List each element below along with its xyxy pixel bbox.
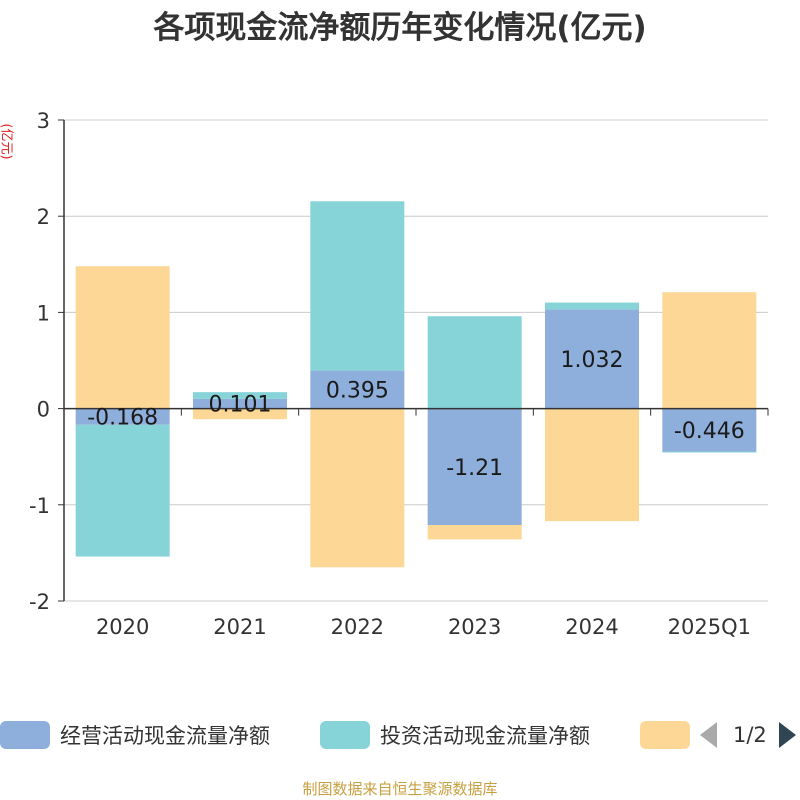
x-tick-label-2022: 2022 <box>331 615 384 639</box>
data-label-2025Q1: -0.446 <box>674 419 745 444</box>
bar-s2-2024 <box>545 408 639 522</box>
y-tick-label: -2 <box>29 590 50 614</box>
data-label-2024: 1.032 <box>561 348 624 373</box>
legend-prev-page-icon[interactable] <box>700 722 717 748</box>
legend-item-financing[interactable] <box>640 715 690 755</box>
x-tick-label-2021: 2021 <box>213 615 266 639</box>
legend-label-investing: 投资活动现金流量净额 <box>380 724 590 748</box>
data-source-note: 制图数据来自恒生聚源数据库 <box>302 780 498 798</box>
legend-label-operating: 经营活动现金流量净额 <box>60 724 270 748</box>
bar-s1-2025Q1 <box>662 451 757 453</box>
bar-s1-2023 <box>427 316 522 409</box>
bars <box>75 201 757 568</box>
x-tick-label-2023: 2023 <box>448 615 501 639</box>
legend-next-page-icon[interactable] <box>778 722 796 748</box>
x-tick-label-2025Q1: 2025Q1 <box>668 615 751 639</box>
x-tick-label-2020: 2020 <box>96 615 149 639</box>
bar-s0-2024 <box>545 309 639 409</box>
axes <box>58 119 769 602</box>
bar-s0-2023 <box>427 408 522 526</box>
y-tick-label: -1 <box>29 494 50 518</box>
data-label-2021: 0.101 <box>209 393 272 418</box>
bar-s0-2022 <box>310 370 405 409</box>
bar-s1-2020 <box>75 424 170 557</box>
legend-item-investing[interactable]: 投资活动现金流量净额 <box>320 715 590 755</box>
bar-s1-2022 <box>310 201 405 371</box>
bar-s2-2020 <box>75 266 170 409</box>
bar-s2-2021 <box>193 408 287 420</box>
y-tick-label: 2 <box>37 205 50 229</box>
bar-s0-2020 <box>75 408 170 425</box>
legend-page-indicator: 1/2 <box>733 723 767 747</box>
y-tick-label: 3 <box>37 109 50 133</box>
x-tick-label-2024: 2024 <box>565 615 618 639</box>
data-labels: -0.168 0.101 0.395 -1.21 1.032 -0.446 <box>87 348 745 481</box>
tick-labels: 3 2 1 0 -1 -2 2020 2021 2022 2023 2024 2025Q1 <box>29 109 751 639</box>
chart-canvas: 3 2 1 0 -1 -2 2020 2021 2022 2023 2024 2025Q1 -0.16… <box>29 109 769 639</box>
legend-pager: 1/2 <box>700 715 796 755</box>
data-label-2020: -0.168 <box>87 406 158 431</box>
y-tick-label: 1 <box>37 301 50 325</box>
bar-s2-2023 <box>427 525 522 540</box>
legend-swatch-investing <box>320 721 370 749</box>
bar-s2-2022 <box>310 408 405 568</box>
legend: 经营活动现金流量净额 投资活动现金流量净额 1/2 <box>0 715 800 755</box>
bar-s0-2021 <box>193 398 287 409</box>
bar-s1-2024 <box>545 302 639 310</box>
legend-swatch-operating <box>0 721 50 749</box>
data-label-2023: -1.21 <box>446 456 503 481</box>
grid-lines <box>64 119 768 602</box>
legend-item-operating[interactable]: 经营活动现金流量净额 <box>0 715 270 755</box>
bar-s2-2025Q1 <box>662 292 757 409</box>
y-tick-label: 0 <box>37 398 50 422</box>
data-label-2022: 0.395 <box>326 379 389 404</box>
chart-title: 各项现金流净额历年变化情况(亿元) <box>153 10 647 46</box>
bar-s0-2025Q1 <box>662 408 757 452</box>
legend-swatch-financing <box>640 721 690 749</box>
bar-s1-2021 <box>193 392 287 399</box>
